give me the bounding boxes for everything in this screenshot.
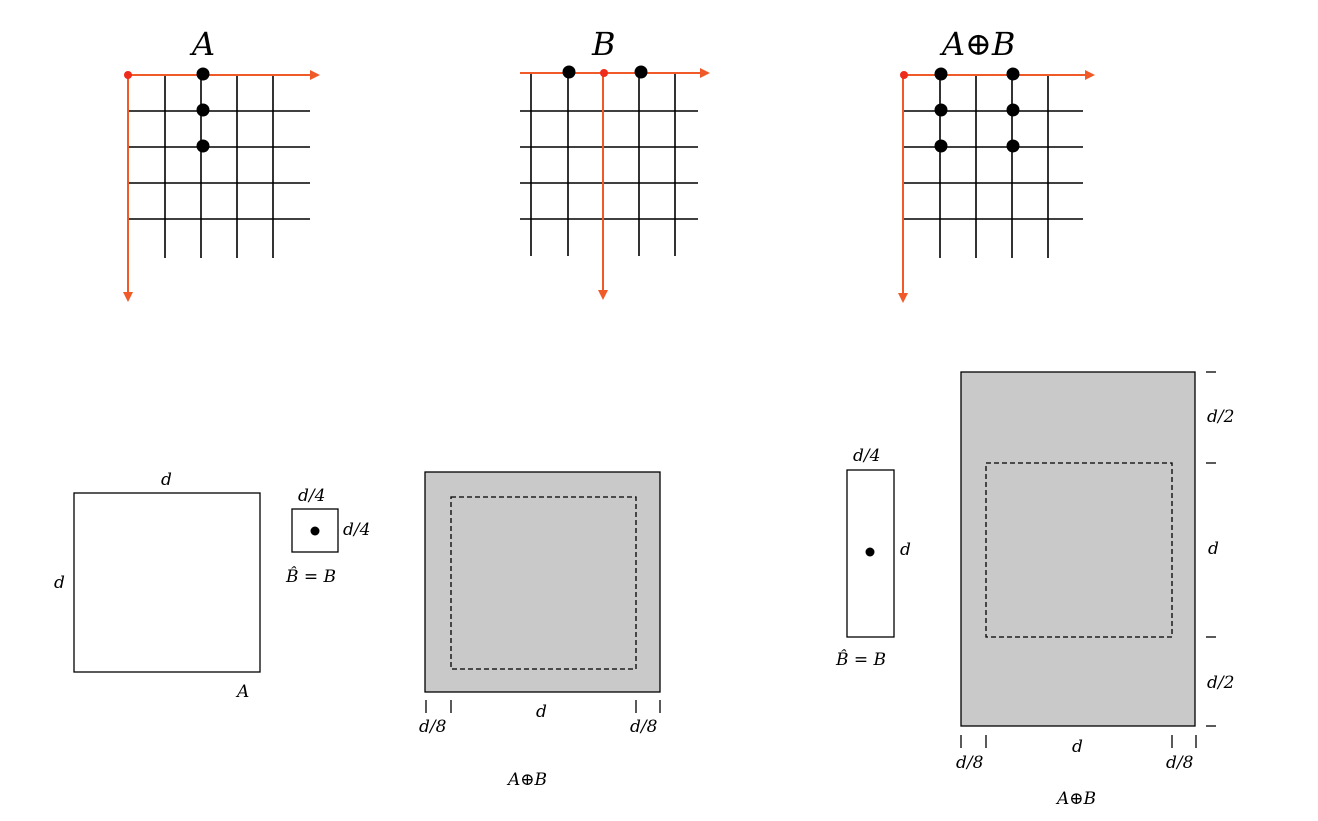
- panel-sum-point: [934, 139, 948, 153]
- dilation-rect-caption: A⊕B: [1055, 789, 1096, 809]
- original-set-outline-right: [985, 462, 1173, 638]
- panel-a-origin: [124, 71, 132, 79]
- structuring-element-origin: [310, 526, 320, 536]
- panel-a-point: [196, 103, 210, 117]
- structuring-element-side-label: d/4: [343, 520, 370, 540]
- dilation-result-square: [424, 471, 661, 693]
- panel-a-title: A: [189, 25, 215, 63]
- dilation-right-label: d/8: [630, 717, 658, 737]
- dilation-caption: A⊕B: [506, 770, 547, 790]
- panel-sum-grid: A⊕B: [898, 25, 1095, 303]
- panel-a-point: [196, 139, 210, 153]
- panel-sum-title: A⊕B: [939, 25, 1015, 63]
- panel-sum-origin: [900, 71, 908, 79]
- structuring-element-square: [291, 508, 339, 553]
- panel-sum-point: [1006, 139, 1020, 153]
- dilation-rect-right-label: d/8: [1166, 753, 1194, 773]
- original-set-outline: [450, 496, 637, 670]
- structuring-element-rect-side-label: d: [900, 540, 911, 560]
- dilation-left-label: d/8: [419, 717, 447, 737]
- dilation-rect-left-label: d/8: [956, 753, 984, 773]
- panel-b-title: B: [591, 25, 616, 63]
- panel-b-point: [634, 65, 648, 79]
- dilation-rect-mid-right-label: d: [1208, 539, 1219, 559]
- panel-a-grid: A: [123, 25, 320, 302]
- set-a-top-label: d: [161, 470, 172, 490]
- set-a-side-label: d: [54, 573, 65, 593]
- structuring-element-rect: [846, 469, 895, 638]
- structuring-element-caption: B̂ = B: [285, 567, 336, 587]
- panel-sum-point: [1006, 67, 1020, 81]
- set-a-corner-label: A: [235, 682, 249, 702]
- dilation-rect-mid-label: d: [1072, 737, 1083, 757]
- panel-sum-point: [1006, 103, 1020, 117]
- panel-b-origin: [600, 69, 608, 77]
- panel-b-point: [562, 65, 576, 79]
- set-a-square: [73, 492, 261, 673]
- panel-b-grid: B: [520, 25, 710, 300]
- dilation-result-rect: [960, 371, 1196, 727]
- structuring-element-rect-origin: [865, 547, 875, 557]
- structuring-element-rect-top-label: d/4: [853, 446, 880, 466]
- structuring-element-top-label: d/4: [298, 486, 325, 506]
- dilation-mid-label: d: [536, 702, 547, 722]
- dilation-rect-top-right-label: d/2: [1207, 407, 1234, 427]
- panel-sum-point: [934, 67, 948, 81]
- structuring-element-rect-caption: B̂ = B: [835, 650, 886, 670]
- panel-a-point: [196, 67, 210, 81]
- dilation-rect-bottom-right-label: d/2: [1207, 673, 1234, 693]
- panel-sum-point: [934, 103, 948, 117]
